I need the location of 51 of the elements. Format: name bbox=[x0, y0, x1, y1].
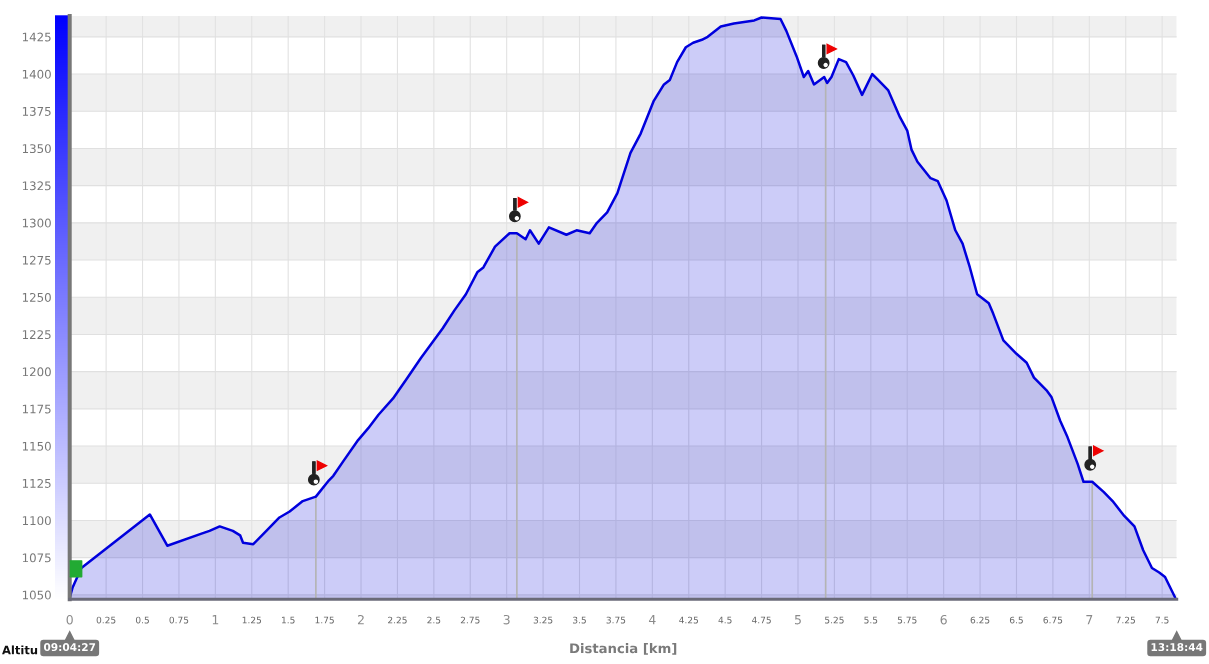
y-tick-label: 1275 bbox=[22, 255, 51, 265]
y-tick-label: 1075 bbox=[22, 553, 51, 563]
x-axis-title: Distancia [km] bbox=[570, 643, 677, 655]
x-tick-label: 6 bbox=[940, 614, 947, 625]
x-tick-label: 0 bbox=[66, 614, 73, 625]
x-tick-label: 3.75 bbox=[606, 616, 626, 624]
x-tick-label: 1.75 bbox=[315, 616, 334, 624]
x-tick-label: 2 bbox=[357, 614, 364, 625]
x-tick-label: 4 bbox=[648, 615, 656, 625]
y-tick-label: 1100 bbox=[22, 516, 51, 526]
x-tick-label: 7 bbox=[1086, 615, 1093, 625]
y-tick-label: 1225 bbox=[22, 330, 51, 340]
y-tick-label: 1150 bbox=[22, 441, 51, 451]
y-tick-label: 1300 bbox=[22, 218, 51, 228]
x-tick-label: 0.25 bbox=[96, 616, 116, 624]
x-tick-label: 4.25 bbox=[679, 616, 699, 624]
x-tick-label: 2.75 bbox=[460, 616, 480, 624]
x-tick-label: 0.5 bbox=[135, 616, 149, 624]
y-tick-label: 1250 bbox=[22, 292, 51, 302]
x-tick-label: 1.5 bbox=[282, 616, 295, 624]
y-tick-label: 1175 bbox=[22, 404, 51, 414]
x-tick-label: 4.75 bbox=[751, 616, 771, 624]
x-tick-label: 4.5 bbox=[718, 616, 732, 624]
x-tick-label: 0.75 bbox=[169, 616, 189, 624]
y-tick-label: 1350 bbox=[22, 144, 51, 154]
x-tick-label: 1.25 bbox=[242, 616, 262, 624]
y-tick-label: 1375 bbox=[22, 106, 51, 116]
x-tick-label: 3.5 bbox=[573, 616, 586, 624]
x-tick-label: 5.75 bbox=[897, 616, 917, 624]
x-tick-label: 1 bbox=[212, 615, 219, 625]
text: 09:04:27 bbox=[43, 643, 96, 652]
x-tick-label: 2.25 bbox=[388, 616, 407, 624]
x-tick-label: 6.75 bbox=[1043, 616, 1063, 624]
x-tick-label: 3 bbox=[503, 614, 510, 625]
x-tick-label: 5.5 bbox=[864, 616, 878, 624]
x-tick-label: 6.25 bbox=[970, 616, 990, 624]
x-tick-label: 3.25 bbox=[533, 616, 553, 624]
text: Altitu bbox=[2, 645, 38, 655]
y-tick-label: 1050 bbox=[22, 590, 51, 600]
y-tick-label: 1125 bbox=[22, 478, 51, 488]
y-tick-label: 1200 bbox=[22, 367, 51, 377]
x-tick-label: 5.25 bbox=[825, 616, 844, 624]
x-tick-label: 5 bbox=[794, 615, 801, 625]
x-tick-label: 2.5 bbox=[427, 616, 441, 624]
text: 13:18:44 bbox=[1151, 643, 1203, 652]
y-tick-label: 1325 bbox=[22, 181, 51, 191]
x-tick-label: 7.25 bbox=[1116, 616, 1135, 624]
y-tick-label: 1400 bbox=[22, 69, 51, 79]
y-tick-label: 1425 bbox=[22, 32, 51, 42]
x-tick-label: 6.5 bbox=[1009, 616, 1023, 624]
x-tick-label: 7.5 bbox=[1155, 616, 1169, 624]
